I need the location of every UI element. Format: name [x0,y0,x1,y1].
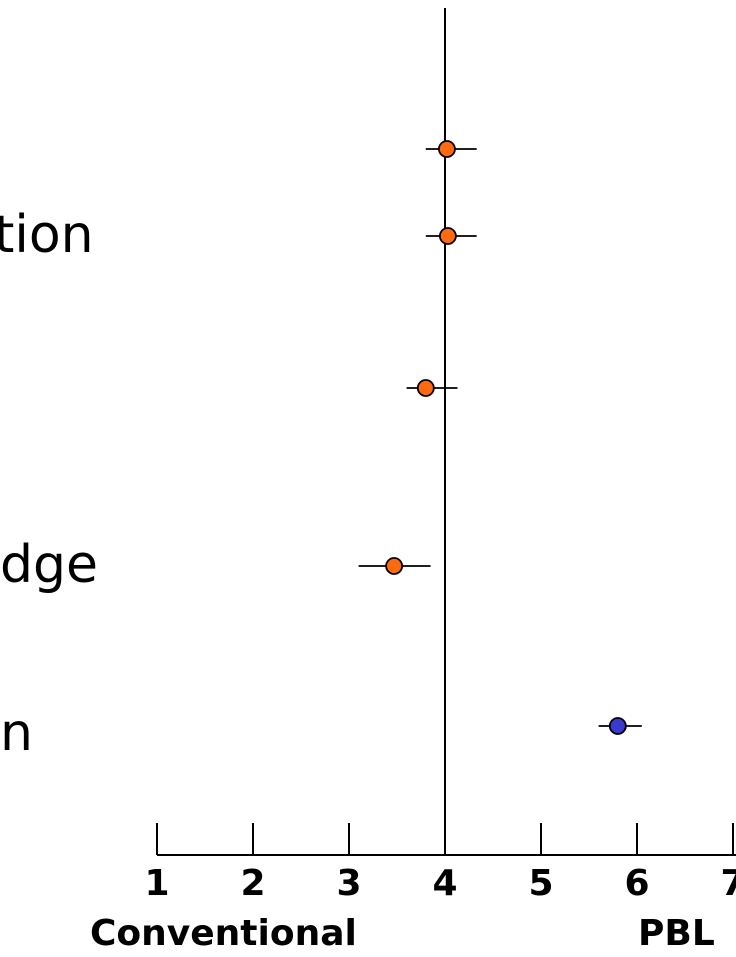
data-point [438,227,457,245]
data-point [416,379,435,397]
axis-end-label-right: PBL [638,913,715,954]
x-tick-label: 3 [336,863,361,904]
data-point [438,140,456,158]
x-tick-label: 6 [624,863,649,904]
row-label: tion [0,205,94,265]
data-point [608,717,627,735]
x-tick-label: 1 [144,863,169,904]
row-label: n [0,703,33,763]
x-tick-label: 4 [432,863,457,904]
axis-end-label-left: Conventional [90,913,357,954]
x-tick-label: 7 [720,863,736,904]
row-labels: tion dge n [0,205,98,763]
row-label: dge [0,535,98,595]
data-points [358,140,642,735]
x-tick-label: 2 [240,863,265,904]
x-axis-ticks: 1 2 3 4 5 6 7 [144,823,736,904]
x-tick-label: 5 [528,863,553,904]
data-point [385,557,404,575]
